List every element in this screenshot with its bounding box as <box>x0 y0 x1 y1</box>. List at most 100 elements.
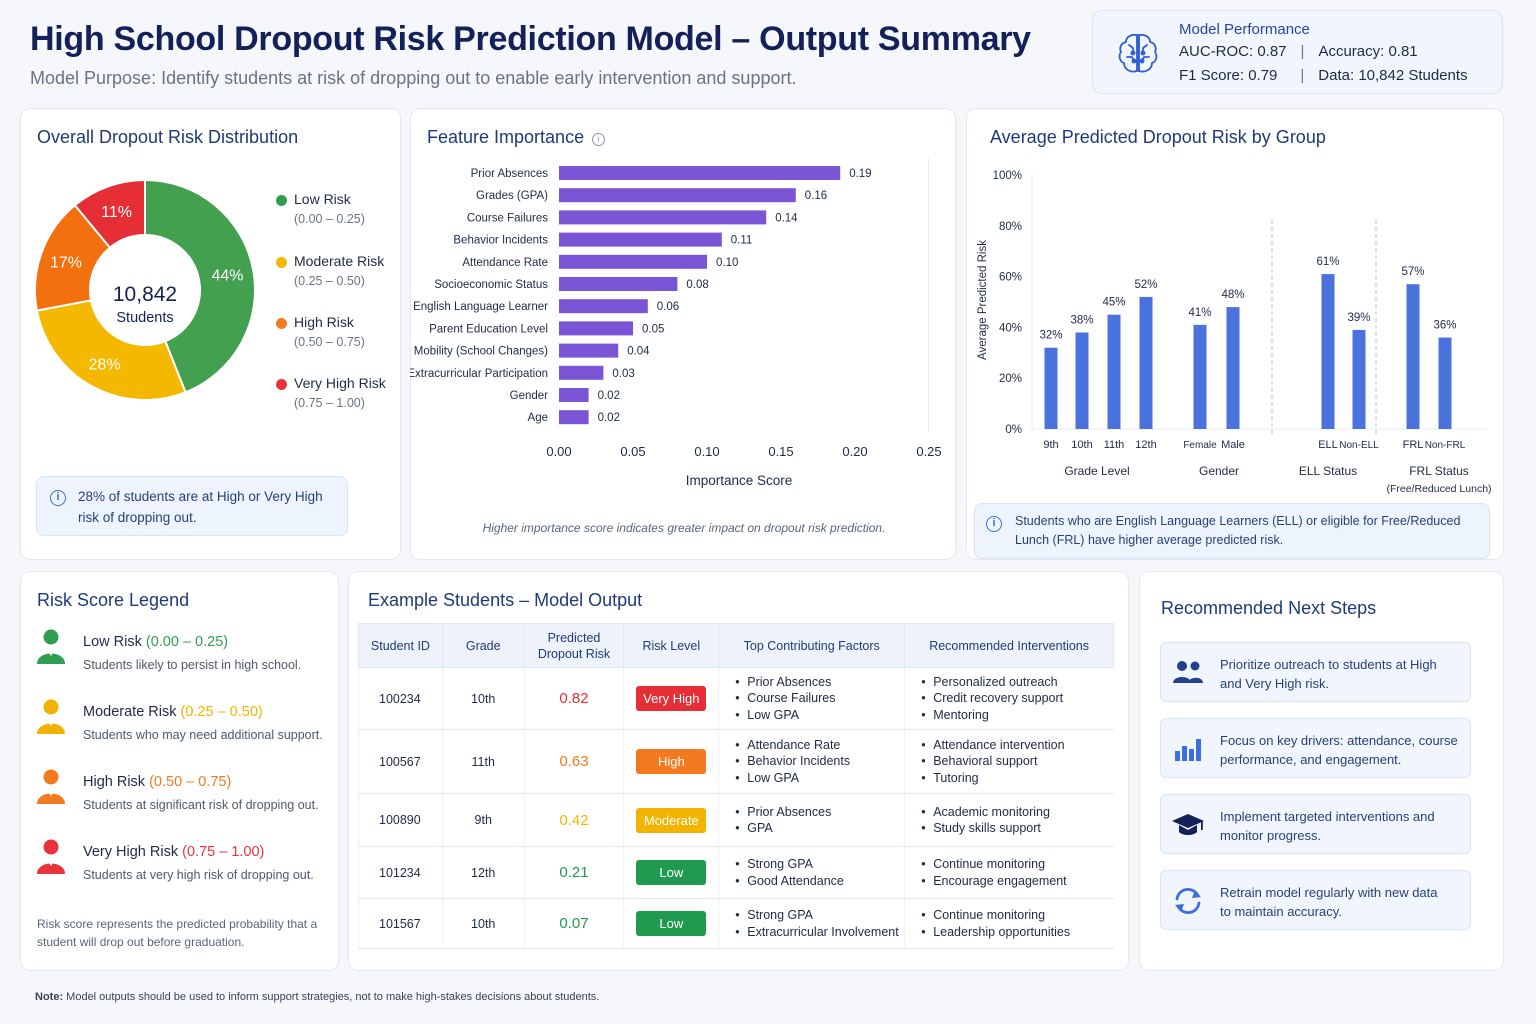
legend-dot <box>276 318 287 329</box>
auc-metric: AUC-ROC: 0.87 <box>1179 43 1287 60</box>
donut-slice-very-high-risk <box>73 180 146 250</box>
cell-interventions: Attendance interventionBehavioral suppor… <box>904 729 1114 794</box>
feature-label: Prior Absences <box>471 168 549 180</box>
model-purpose: Model Purpose: Identify students at risk… <box>30 68 797 88</box>
risk-legend-footnote: Risk score represents the predicted prob… <box>37 917 318 949</box>
feature-value-label: 0.02 <box>598 390 620 402</box>
list-item: Behavioral support <box>919 753 1113 770</box>
feature-bar <box>559 210 767 225</box>
feature-bar <box>559 321 633 336</box>
y-tick-label: 80% <box>999 221 1022 233</box>
group-bar <box>1406 284 1420 429</box>
cell-factors: Prior AbsencesCourse FailuresLow GPA <box>718 667 905 730</box>
list-item: Strong GPA <box>733 856 904 873</box>
next-step-drivers: Focus on key drivers: attendance, course… <box>1160 718 1471 778</box>
header-predicted-risk: Predicted Dropout Risk <box>523 623 625 668</box>
legend-name: High Risk <box>294 314 354 330</box>
cell-grade: 10th <box>441 667 525 730</box>
list-item: Good Attendance <box>733 873 904 890</box>
cell-risk-level: Low <box>623 898 719 949</box>
feature-value-label: 0.04 <box>627 346 650 358</box>
next-step-text: Retrain model regularly with new data to… <box>1220 885 1438 919</box>
list-item: Academic monitoring <box>919 804 1113 821</box>
list-item: Behavior Incidents <box>733 753 904 770</box>
students-table: Student ID Grade Predicted Dropout Risk … <box>358 623 1114 949</box>
feature-bar <box>559 232 722 247</box>
feature-label: Behavior Incidents <box>453 235 548 247</box>
legend-dot <box>276 379 287 390</box>
cell-student-id: 100890 <box>358 793 443 847</box>
list-item: Extracurricular Involvement <box>733 924 904 941</box>
y-tick-label: 0% <box>1005 424 1022 436</box>
cell-student-id: 100567 <box>358 729 443 794</box>
cell-factors: Attendance RateBehavior IncidentsLow GPA <box>718 729 905 794</box>
list-item: Low GPA <box>733 707 904 724</box>
next-step-retrain: Retrain model regularly with new data to… <box>1160 870 1471 930</box>
list-item: Encourage engagement <box>919 873 1113 890</box>
risk-legend-name: Low Risk (0.00 – 0.25) <box>83 634 229 650</box>
group-bar <box>1139 296 1153 429</box>
feature-value-label: 0.11 <box>731 235 753 247</box>
model-performance-box: Model Performance AUC-ROC: 0.87 | Accuracy… <box>1092 10 1503 94</box>
cell-grade: 11th <box>441 729 525 794</box>
feature-label: Gender <box>510 390 549 402</box>
info-icon[interactable]: i <box>592 133 606 146</box>
refresh-icon <box>1175 887 1201 915</box>
group-bar <box>1075 332 1089 429</box>
header-factors: Top Contributing Factors <box>718 623 906 668</box>
cell-student-id: 101234 <box>358 846 443 899</box>
group-risk-note: i Students who are English Language Lear… <box>974 503 1490 559</box>
group-category-label: Non-FRL <box>1425 440 1466 451</box>
list-item: Continue monitoring <box>919 856 1113 873</box>
group-risk-title: Average Predicted Dropout Risk by Group <box>990 127 1326 147</box>
x-tick-label: 0.10 <box>694 444 719 459</box>
group-bar <box>1193 324 1207 429</box>
info-icon: i <box>986 516 1002 532</box>
feature-label: Mobility (School Changes) <box>414 346 548 358</box>
group-category-label: 11th <box>1104 439 1125 451</box>
cell-factors: Strong GPAExtracurricular Involvement <box>718 898 905 949</box>
legend-range: (0.00 – 0.25) <box>294 212 365 226</box>
list-item: Prior Absences <box>733 804 904 821</box>
cell-grade: 9th <box>441 793 525 847</box>
donut-slice-label: 44% <box>211 267 243 284</box>
list-item: Continue monitoring <box>919 907 1113 924</box>
group-category-label: Male <box>1221 439 1245 451</box>
feature-value-label: 0.08 <box>686 279 708 291</box>
group-category-label: Female <box>1183 440 1217 451</box>
group-category-label: 12th <box>1135 439 1156 451</box>
group-bar <box>1321 274 1335 429</box>
group-bar-value: 36% <box>1433 320 1456 332</box>
risk-level-badge: High <box>636 749 707 774</box>
y-tick-label: 60% <box>999 272 1022 284</box>
risk-distribution-donut: 44% 28% 17% 11% <box>34 180 256 401</box>
feature-value-label: 0.14 <box>775 212 798 224</box>
y-tick-label: 100% <box>993 170 1022 182</box>
donut-slice-label: 11% <box>101 204 132 221</box>
risk-level-badge: Low <box>636 860 707 885</box>
accuracy-metric: Accuracy: 0.81 <box>1318 43 1418 60</box>
donut-slice-label: 28% <box>89 357 121 374</box>
next-step-text: Prioritize outreach to students at High … <box>1220 657 1437 691</box>
footer-note: Note: Model outputs should be used to in… <box>35 991 600 1003</box>
y-tick-label: 20% <box>999 373 1022 385</box>
legend-range: (0.50 – 0.75) <box>294 335 365 349</box>
legend-name: Moderate Risk <box>294 253 385 269</box>
group-bar <box>1044 347 1058 429</box>
group-bar-value: 38% <box>1070 314 1093 326</box>
group-label: Gender <box>1199 464 1239 478</box>
feature-value-label: 0.05 <box>642 323 664 335</box>
legend-dot <box>276 195 287 206</box>
group-bar-value: 52% <box>1134 279 1157 291</box>
risk-legend-name: High Risk (0.50 – 0.75) <box>83 774 232 790</box>
legend-range: (0.25 – 0.50) <box>294 274 365 288</box>
next-step-outreach: Prioritize outreach to students at High … <box>1160 642 1471 702</box>
donut-center-label: Students <box>116 310 174 326</box>
donut-slice-label: 17% <box>50 255 82 272</box>
group-bar-value: 39% <box>1347 312 1370 324</box>
feature-importance-chart: Prior Absences 0.19 Grades (GPA) 0.16 Course… <box>410 158 942 488</box>
donut-slice-low-risk <box>144 180 256 394</box>
